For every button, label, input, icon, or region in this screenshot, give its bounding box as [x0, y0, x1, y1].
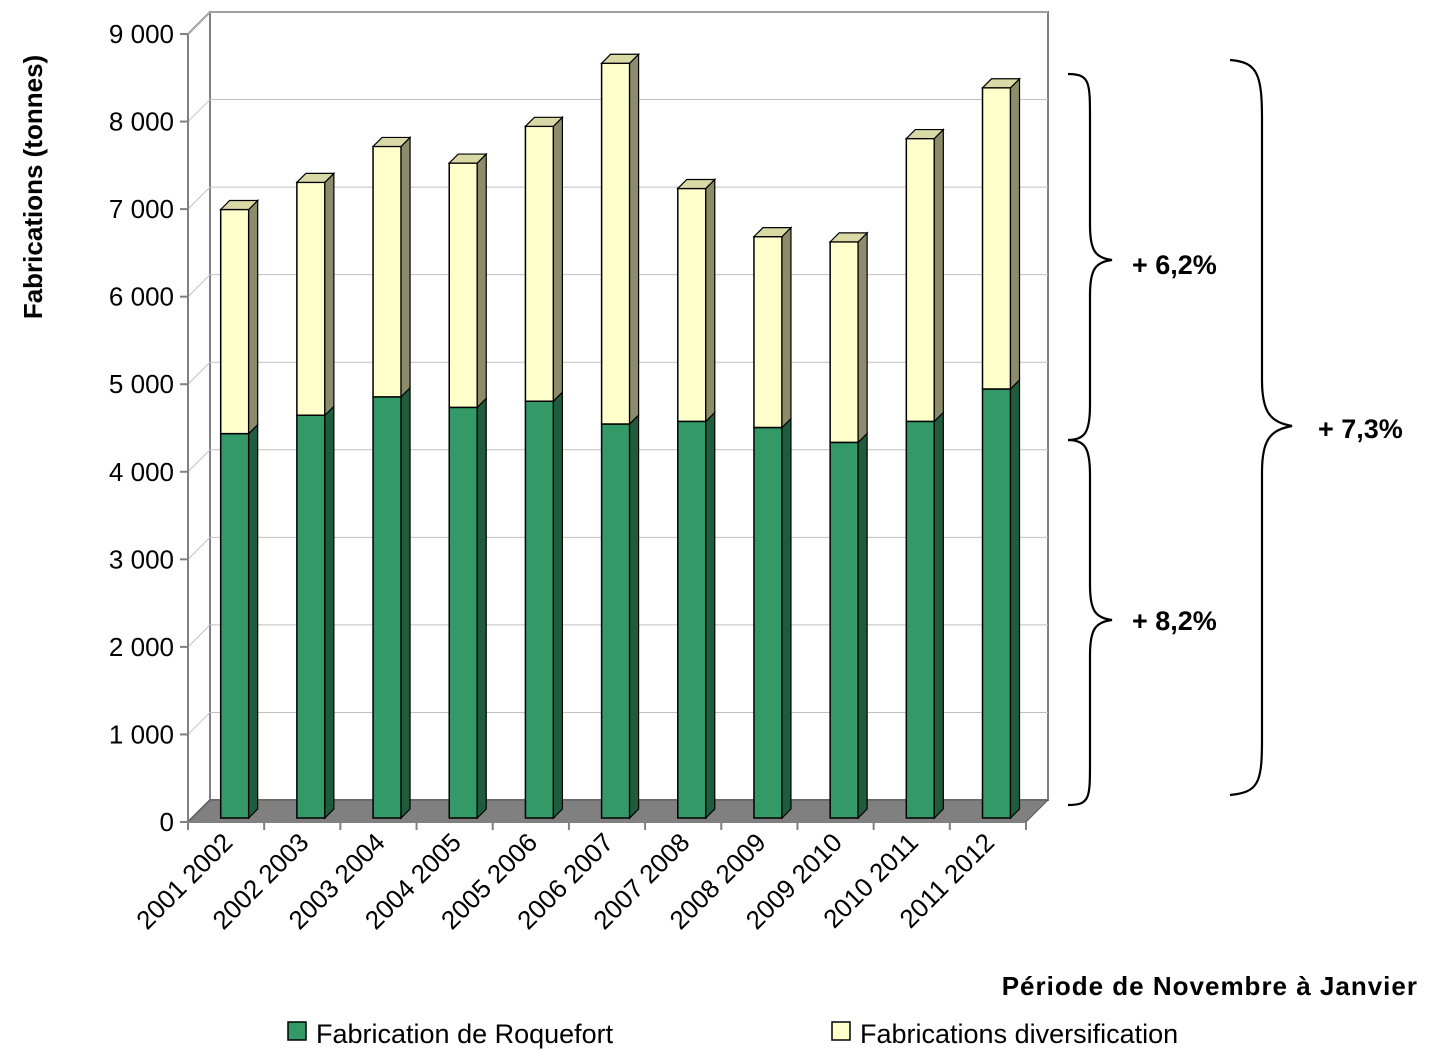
- bar-side-diversification: [400, 136, 411, 399]
- bar-diversification: [524, 125, 555, 402]
- gridline-diagonal: [187, 99, 211, 122]
- bar-diversification: [829, 241, 859, 444]
- gridline-diagonal: [187, 361, 211, 385]
- bar-side-diversification: [324, 171, 335, 417]
- bar-side-diversification: [476, 152, 487, 409]
- bar-diversification: [981, 87, 1012, 390]
- bar-roquefort: [677, 420, 707, 819]
- bar-side-diversification: [552, 115, 564, 403]
- bar-top-cap: [523, 116, 564, 127]
- bar-top-cap: [295, 172, 336, 183]
- annotation-lower-pct: + 8,2%: [1132, 606, 1217, 636]
- bar-roquefort: [219, 432, 250, 819]
- bar-side-roquefort: [248, 423, 259, 820]
- gridline-diagonal: [187, 449, 211, 473]
- gridline-diagonal: [187, 712, 211, 735]
- bar-side-diversification: [1009, 77, 1021, 391]
- bar-side-diversification: [705, 178, 716, 423]
- y-tick-label: 4 000: [109, 457, 174, 487]
- bar-roquefort: [981, 388, 1012, 819]
- gridline-diagonal: [187, 624, 211, 648]
- bar-roquefort: [372, 396, 402, 819]
- gridline-diagonal: [187, 536, 211, 560]
- y-tick-label: 2 000: [109, 632, 174, 662]
- y-axis: 0 1 000 2 000 3 000 4 000 5 000 6 000 7 000 8 00…: [109, 19, 189, 837]
- bar-diversification: [219, 208, 250, 435]
- bar-side-roquefort: [705, 410, 716, 820]
- bar-diversification: [296, 181, 326, 416]
- bar-side-roquefort: [857, 431, 868, 820]
- bar-top-cap: [981, 78, 1021, 89]
- bar-side-roquefort: [781, 417, 792, 820]
- bar-roquefort: [524, 400, 555, 819]
- bar-top-cap: [676, 178, 717, 190]
- bar-side-diversification: [248, 199, 259, 436]
- legend-swatch-roquefort: [287, 1021, 307, 1041]
- bar-side-roquefort: [552, 390, 564, 820]
- bar-top-cap: [904, 128, 945, 140]
- bar-roquefort: [296, 414, 326, 819]
- legend-swatch-diversification: [831, 1021, 851, 1041]
- legend-label-roquefort: Fabrication de Roquefort: [316, 1019, 614, 1049]
- bar-roquefort: [905, 420, 936, 819]
- bar-roquefort: [600, 423, 631, 819]
- bar-top-cap: [600, 53, 641, 64]
- bar-side-diversification: [857, 231, 868, 444]
- annotation-total-pct: + 7,3%: [1318, 414, 1403, 444]
- bar-top-cap: [447, 153, 488, 164]
- y-tick-label: 3 000: [109, 544, 174, 574]
- y-tick-label: 1 000: [109, 719, 174, 749]
- y-axis-title: Fabrications (tonnes): [18, 55, 48, 319]
- bar-top-cap: [219, 199, 260, 211]
- y-tick-label: 5 000: [109, 369, 174, 399]
- annotation-upper-pct: + 6,2%: [1132, 250, 1217, 280]
- bar-top-cap: [752, 227, 793, 238]
- bar-diversification: [448, 162, 478, 409]
- bar-top-cap: [828, 232, 869, 243]
- bar-side-diversification: [933, 128, 944, 423]
- bar-side-roquefort: [476, 396, 487, 820]
- brace-total: [1229, 58, 1293, 797]
- bar-diversification: [600, 62, 631, 425]
- y-tick-label: 8 000: [109, 107, 174, 137]
- bar-roquefort: [829, 441, 859, 819]
- legend: Fabrication de Roquefort Fabrications di…: [287, 1019, 1178, 1049]
- gridline-diagonal: [187, 274, 211, 298]
- brace-upper: [1067, 72, 1113, 442]
- bar-diversification: [677, 187, 707, 423]
- y-tick-label: 9 000: [109, 19, 174, 49]
- bars: [219, 52, 1021, 820]
- gridline-diagonal: [187, 11, 211, 35]
- bar-top-cap: [371, 136, 412, 148]
- legend-label-diversification: Fabrications diversification: [860, 1019, 1178, 1049]
- bar-roquefort: [753, 426, 783, 819]
- bar-side-roquefort: [628, 413, 640, 820]
- y-tick-label: 6 000: [109, 282, 174, 312]
- bar-side-roquefort: [933, 410, 944, 820]
- bar-side-diversification: [628, 52, 640, 426]
- y-tick-label: 7 000: [109, 194, 174, 224]
- bar-diversification: [905, 137, 936, 423]
- brace-lower: [1067, 438, 1113, 807]
- bar-side-roquefort: [324, 404, 335, 820]
- bar-diversification: [753, 235, 783, 429]
- y-tick-label: 0: [160, 807, 174, 837]
- x-axis-title: Période de Novembre à Janvier: [1002, 971, 1418, 1001]
- bar-side-roquefort: [1009, 378, 1021, 820]
- bar-diversification: [372, 145, 402, 398]
- gridline-diagonal: [187, 186, 211, 210]
- bar-side-diversification: [781, 226, 792, 429]
- bar-roquefort: [448, 406, 478, 819]
- bar-side-roquefort: [400, 386, 411, 820]
